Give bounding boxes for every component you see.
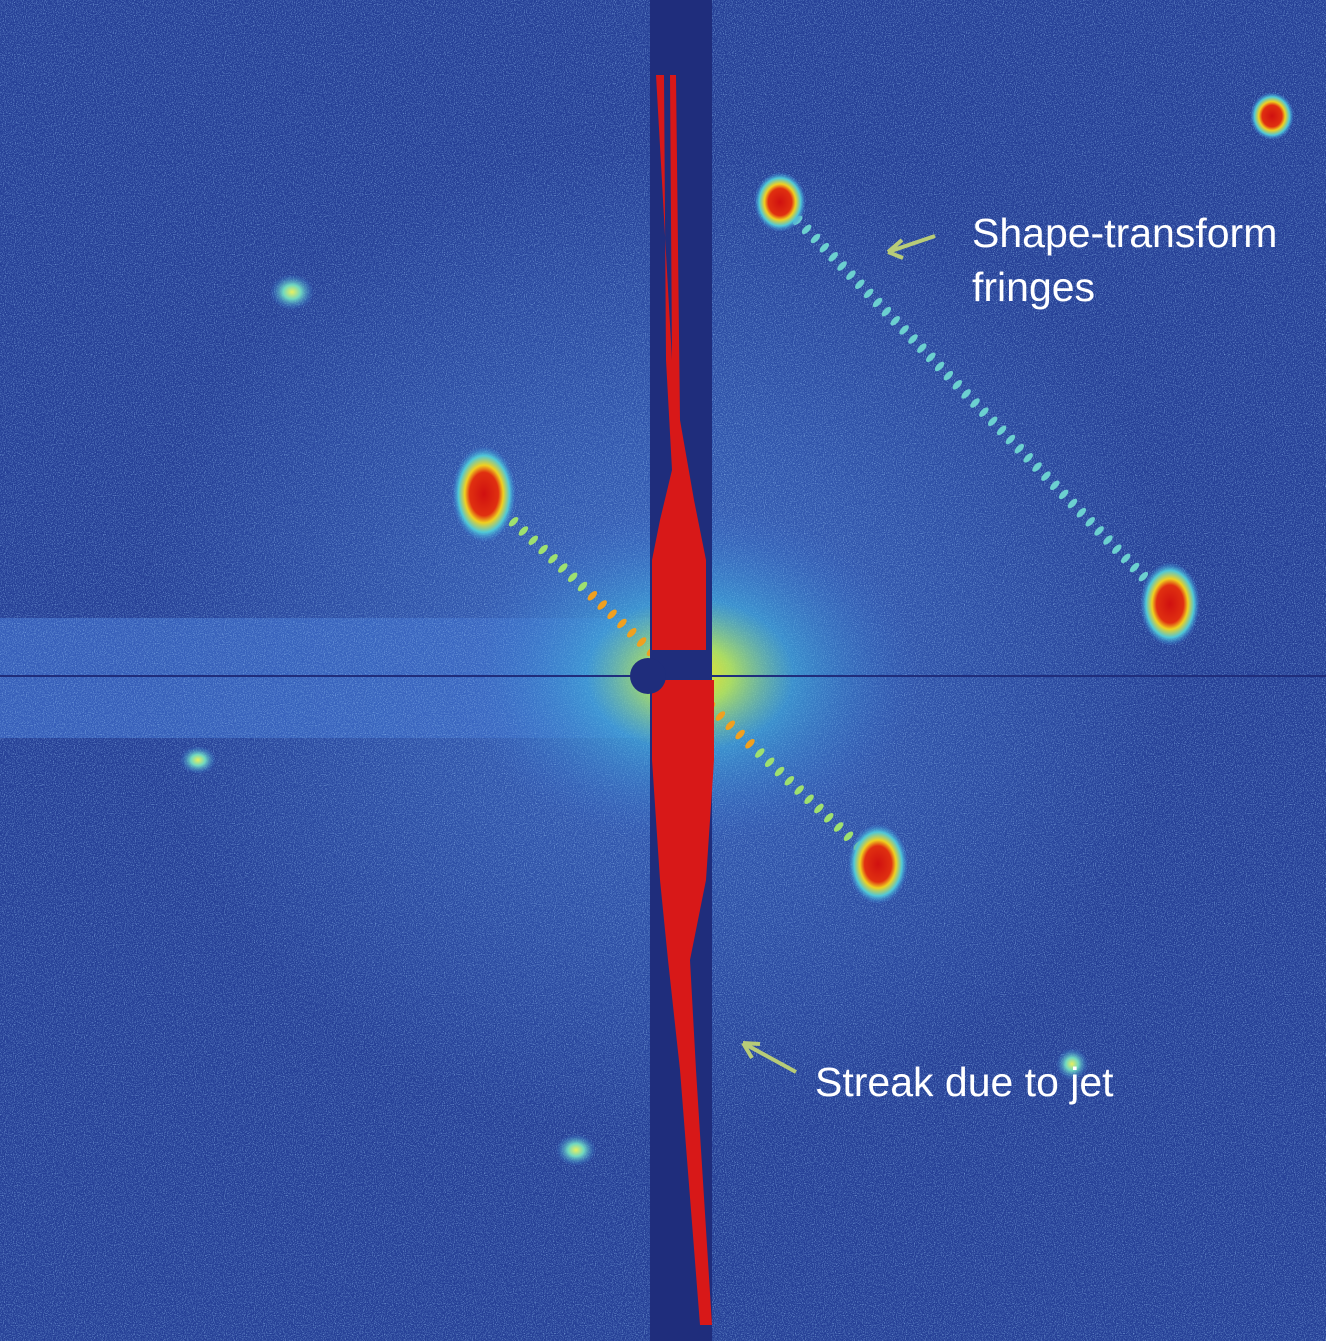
annotation: fringes <box>972 264 1095 310</box>
bragg-spot <box>848 824 908 904</box>
bragg-spot <box>1250 92 1294 140</box>
bragg-spot <box>1140 562 1200 646</box>
weak-spot <box>270 274 314 310</box>
weak-spot <box>556 1134 596 1166</box>
annotation: Shape-transform <box>972 210 1277 256</box>
page: Shape-transform fringes Streak due to je… <box>0 0 1326 1341</box>
annotation: Streak due to jet <box>815 1059 1114 1105</box>
diffraction-image: Shape-transform fringes Streak due to je… <box>0 0 1326 1341</box>
bragg-spot <box>754 172 806 232</box>
bragg-spot <box>452 446 516 542</box>
beam-stop <box>630 658 666 694</box>
weak-spot <box>180 746 216 774</box>
